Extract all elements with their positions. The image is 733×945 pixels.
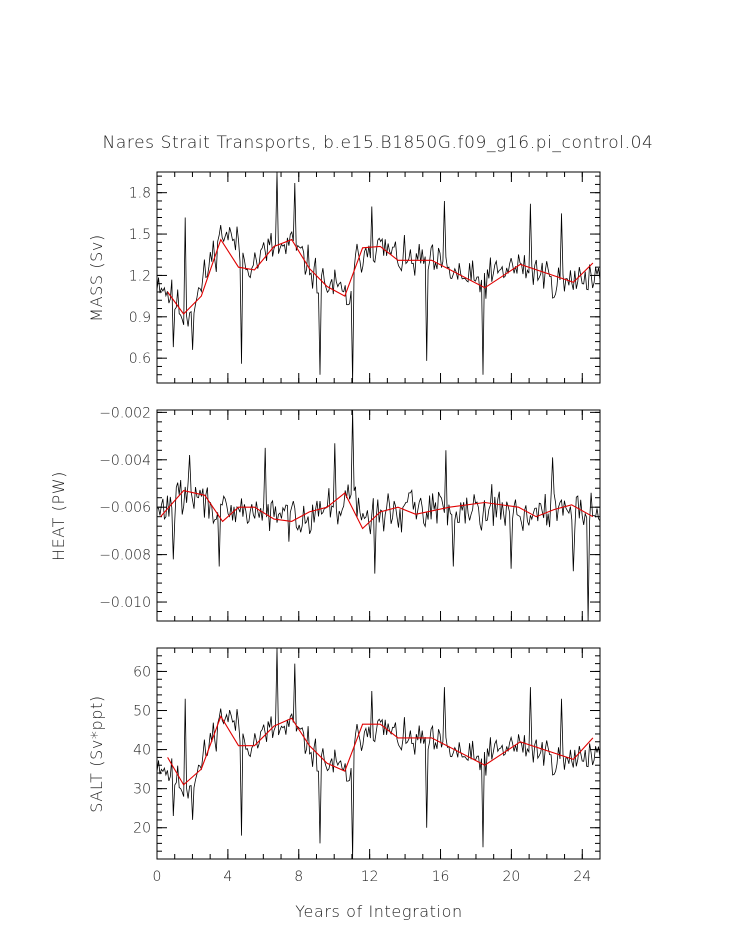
y-tick-label: −0.008 xyxy=(99,548,151,564)
x-tick-label: 8 xyxy=(294,869,303,885)
x-tick-label: 4 xyxy=(223,869,232,885)
panel-salt: SALT (Sv*ppt) 20 30 40 50 60 xyxy=(87,647,601,860)
y-tick-label: 1.5 xyxy=(129,227,151,243)
x-tick-label: 16 xyxy=(432,869,450,885)
y-tick-label: 0.6 xyxy=(129,351,151,367)
y-tick-label: 60 xyxy=(133,664,151,680)
panel-frame xyxy=(156,647,601,860)
mass-raw-series-line xyxy=(156,171,601,384)
y-tick-label: 40 xyxy=(133,743,151,759)
y-tick-label: 30 xyxy=(133,782,151,798)
x-tick-label: 20 xyxy=(502,869,520,885)
figure-title: Nares Strait Transports, b.e15.B1850G.f0… xyxy=(103,133,654,153)
y-tick-label: −0.004 xyxy=(99,453,151,469)
y-tick-label: −0.002 xyxy=(99,405,151,421)
y-tick-label: −0.010 xyxy=(99,595,151,611)
x-axis-label: Years of Integration xyxy=(295,902,462,921)
y-tick-label: 20 xyxy=(133,821,151,837)
heat-raw-series-line xyxy=(156,409,601,622)
heat-smoothed-series-line xyxy=(160,489,594,530)
mass-smoothed-series-line xyxy=(167,238,594,315)
mass-ylabel: MASS (Sv) xyxy=(87,234,106,322)
salt-smoothed-series-line xyxy=(167,715,594,786)
y-tick-label: 1.8 xyxy=(129,186,151,202)
panel-mass: MASS (Sv) 0.6 0.9 1.2 1.5 1.8 xyxy=(87,171,601,384)
y-tick-label: 50 xyxy=(133,704,151,720)
y-tick-label: 0.9 xyxy=(129,310,151,326)
panel-frame xyxy=(156,409,601,622)
salt-ylabel: SALT (Sv*ppt) xyxy=(87,695,106,812)
y-tick-label: −0.006 xyxy=(99,500,151,516)
x-tick-label: 0 xyxy=(153,869,162,885)
heat-ylabel: HEAT (PW) xyxy=(49,471,68,561)
x-tick-label: 24 xyxy=(573,869,591,885)
panel-heat: HEAT (PW) −0.010 −0.008 −0.006 −0.004 −0.002 xyxy=(49,405,601,622)
y-tick-label: 1.2 xyxy=(129,268,151,284)
x-tick-label: 12 xyxy=(361,869,379,885)
salt-raw-series-line xyxy=(156,647,601,860)
